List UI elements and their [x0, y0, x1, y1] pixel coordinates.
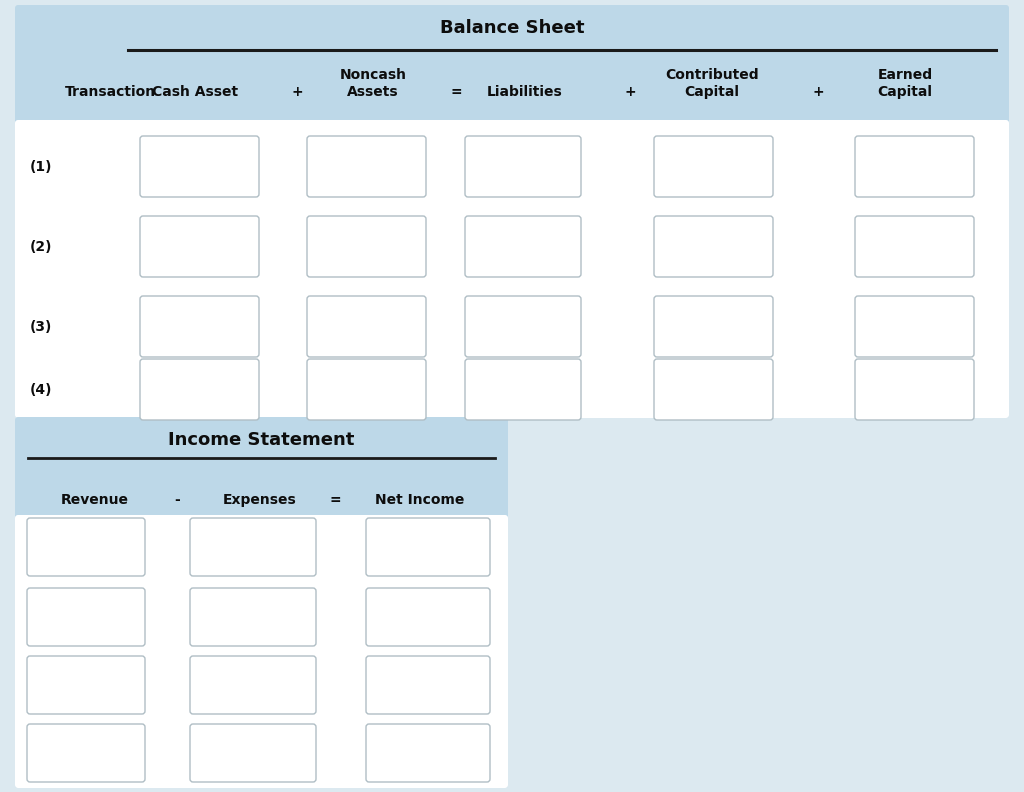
FancyBboxPatch shape: [15, 120, 1009, 418]
FancyBboxPatch shape: [366, 724, 490, 782]
Text: (1): (1): [30, 160, 52, 174]
FancyBboxPatch shape: [465, 359, 581, 420]
FancyBboxPatch shape: [140, 359, 259, 420]
Text: Noncash: Noncash: [340, 68, 407, 82]
Text: Capital: Capital: [878, 85, 933, 99]
Text: Capital: Capital: [684, 85, 739, 99]
FancyBboxPatch shape: [654, 359, 773, 420]
Text: +: +: [291, 85, 303, 99]
FancyBboxPatch shape: [307, 359, 426, 420]
FancyBboxPatch shape: [855, 136, 974, 197]
FancyBboxPatch shape: [366, 588, 490, 646]
FancyBboxPatch shape: [140, 136, 259, 197]
Text: Cash Asset: Cash Asset: [152, 85, 238, 99]
FancyBboxPatch shape: [366, 518, 490, 576]
FancyBboxPatch shape: [307, 296, 426, 357]
FancyBboxPatch shape: [27, 656, 145, 714]
FancyBboxPatch shape: [855, 359, 974, 420]
FancyBboxPatch shape: [27, 724, 145, 782]
Text: =: =: [329, 493, 341, 507]
FancyBboxPatch shape: [465, 216, 581, 277]
Text: (4): (4): [30, 383, 52, 397]
FancyBboxPatch shape: [190, 724, 316, 782]
FancyBboxPatch shape: [654, 136, 773, 197]
FancyBboxPatch shape: [27, 588, 145, 646]
Text: Contributed: Contributed: [666, 68, 759, 82]
FancyBboxPatch shape: [190, 588, 316, 646]
FancyBboxPatch shape: [855, 216, 974, 277]
FancyBboxPatch shape: [190, 518, 316, 576]
Text: Earned: Earned: [878, 68, 933, 82]
Text: Revenue: Revenue: [61, 493, 129, 507]
FancyBboxPatch shape: [307, 136, 426, 197]
Text: +: +: [812, 85, 824, 99]
Text: Net Income: Net Income: [376, 493, 465, 507]
FancyBboxPatch shape: [15, 5, 1009, 418]
FancyBboxPatch shape: [654, 296, 773, 357]
FancyBboxPatch shape: [27, 518, 145, 576]
Text: +: +: [625, 85, 636, 99]
Text: =: =: [451, 85, 462, 99]
Text: Expenses: Expenses: [223, 493, 297, 507]
FancyBboxPatch shape: [366, 656, 490, 714]
Text: Income Statement: Income Statement: [168, 431, 354, 449]
FancyBboxPatch shape: [190, 656, 316, 714]
Text: (3): (3): [30, 320, 52, 334]
FancyBboxPatch shape: [654, 216, 773, 277]
FancyBboxPatch shape: [855, 296, 974, 357]
FancyBboxPatch shape: [307, 216, 426, 277]
FancyBboxPatch shape: [465, 296, 581, 357]
Text: Liabilities: Liabilities: [487, 85, 563, 99]
FancyBboxPatch shape: [465, 136, 581, 197]
Text: Transaction: Transaction: [65, 85, 156, 99]
Text: -: -: [174, 493, 180, 507]
FancyBboxPatch shape: [140, 216, 259, 277]
FancyBboxPatch shape: [140, 296, 259, 357]
Text: (2): (2): [30, 240, 52, 254]
Text: Balance Sheet: Balance Sheet: [439, 19, 585, 37]
FancyBboxPatch shape: [15, 417, 508, 788]
Text: Assets: Assets: [347, 85, 398, 99]
FancyBboxPatch shape: [15, 515, 508, 788]
